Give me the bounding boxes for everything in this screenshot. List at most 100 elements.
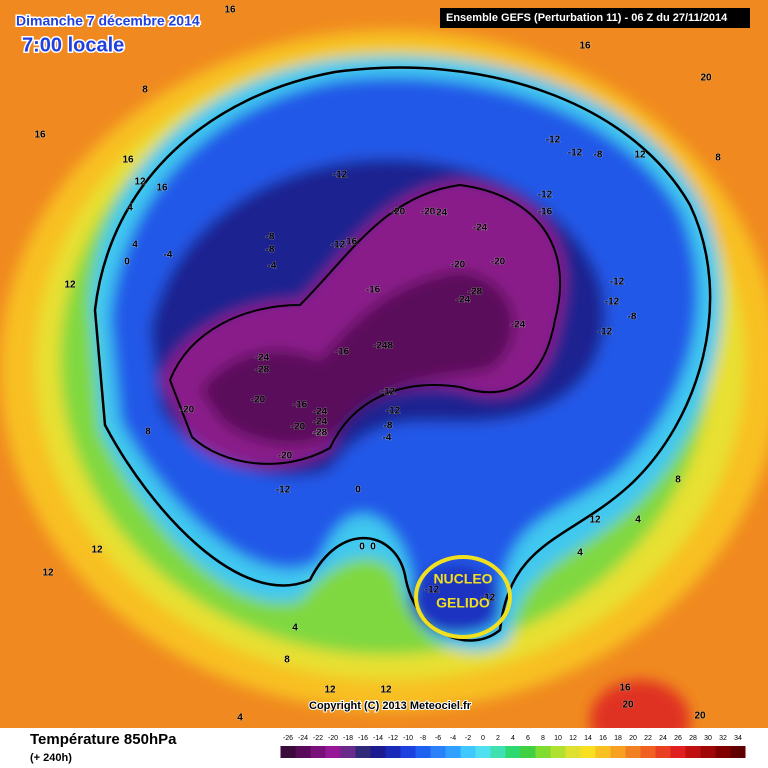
contour-label: -12 xyxy=(598,327,613,338)
contour-label: 4 xyxy=(577,548,583,559)
scale-swatch xyxy=(310,746,326,758)
scale-tick-label: 4 xyxy=(511,735,515,742)
contour-label: 12 xyxy=(380,685,392,696)
contour-label: -24 xyxy=(511,320,526,331)
scale-swatch xyxy=(625,746,641,758)
scale-swatch xyxy=(430,746,446,758)
scale-swatch xyxy=(280,746,296,758)
contour-label: 20 xyxy=(622,700,634,711)
contour-label: 0 xyxy=(359,542,365,553)
scale-tick-label: 2 xyxy=(496,735,500,742)
contour-label: 16 xyxy=(619,683,631,694)
scale-tick-label: 30 xyxy=(704,735,712,742)
scale-swatch xyxy=(490,746,506,758)
contour-label: 0 xyxy=(124,257,130,268)
contour-label: -4 xyxy=(268,261,277,272)
contour-label: -16 xyxy=(335,347,350,358)
contour-label: -24 xyxy=(473,223,488,234)
scale-swatch xyxy=(655,746,671,758)
scale-tick-label: 16 xyxy=(599,735,607,742)
scale-tick-label: 10 xyxy=(554,735,562,742)
scale-swatch xyxy=(715,746,731,758)
contour-label: 8 xyxy=(675,475,681,486)
contour-label: -12 xyxy=(331,240,346,251)
contour-label: -248 xyxy=(373,341,393,352)
contour-label: -24 xyxy=(456,295,471,306)
annotation: GELIDO xyxy=(436,595,490,611)
scale-tick-label: -26 xyxy=(283,735,293,742)
scale-tick-label: -18 xyxy=(343,735,353,742)
scale-swatch xyxy=(325,746,341,758)
scale-swatch xyxy=(355,746,371,758)
contour-label: 8 xyxy=(145,427,151,438)
scale-tick-label: -4 xyxy=(450,735,456,742)
contour-label: -24 xyxy=(433,208,448,219)
scale-swatch xyxy=(445,746,461,758)
contour-label: 20 xyxy=(700,73,712,84)
contour-label: -20 xyxy=(391,207,406,218)
contour-label: 8 xyxy=(284,655,290,666)
contour-label: 12 xyxy=(324,685,336,696)
contour-label: 16 xyxy=(156,183,168,194)
contour-label: -12 xyxy=(610,277,625,288)
scale-swatch xyxy=(595,746,611,758)
contour-label: -20 xyxy=(251,395,266,406)
contour-label: 16 xyxy=(122,155,134,166)
contour-label: -4 xyxy=(383,433,392,444)
scale-swatch xyxy=(565,746,581,758)
contour-label: -12 xyxy=(386,406,401,417)
contour-label: -12 xyxy=(568,148,583,159)
contour-label: -28 xyxy=(313,428,328,439)
model-box xyxy=(440,8,750,28)
scale-swatch xyxy=(580,746,596,758)
contour-label: 12 xyxy=(64,280,76,291)
scale-swatch xyxy=(295,746,311,758)
contour-label: -24 xyxy=(313,417,328,428)
contour-label: -8 xyxy=(384,421,393,432)
contour-label: -12 xyxy=(546,135,561,146)
contour-label: -20 xyxy=(180,405,195,416)
contour-label: -8 xyxy=(266,245,275,256)
scale-swatch xyxy=(385,746,401,758)
contour-label: -8 xyxy=(594,150,603,161)
contour-label: 16 xyxy=(224,5,236,16)
scale-tick-label: -24 xyxy=(298,735,308,742)
contour-label: 16 xyxy=(34,130,46,141)
scale-tick-label: 18 xyxy=(614,735,622,742)
contour-label: 4 xyxy=(292,623,298,634)
copyright: Copyright (C) 2013 Meteociel.fr xyxy=(309,700,472,712)
scale-tick-label: 0 xyxy=(481,735,485,742)
scale-tick-label: 20 xyxy=(629,735,637,742)
contour-label: 16 xyxy=(579,41,591,52)
scale-tick-label: 14 xyxy=(584,735,592,742)
scale-tick-label: -8 xyxy=(420,735,426,742)
annotation: NUCLEO xyxy=(433,571,492,587)
scale-tick-label: -14 xyxy=(373,735,383,742)
scale-swatch xyxy=(340,746,356,758)
scale-tick-label: 6 xyxy=(526,735,530,742)
scale-swatch xyxy=(520,746,536,758)
scale-tick-label: -12 xyxy=(388,735,398,742)
contour-label: 4 xyxy=(237,713,243,724)
contour-label: -12 xyxy=(425,585,440,596)
date: Dimanche 7 décembre 2014 xyxy=(16,13,200,29)
scale-swatch xyxy=(370,746,386,758)
contour-label: -12 xyxy=(381,387,396,398)
contour-label: -12 xyxy=(276,485,291,496)
scale-swatch xyxy=(535,746,551,758)
scale-swatch xyxy=(700,746,716,758)
contour-label: -12 xyxy=(481,593,496,604)
scale-tick-label: -6 xyxy=(435,735,441,742)
footer-range: (+ 240h) xyxy=(30,752,72,764)
scale-swatch xyxy=(415,746,431,758)
contour-label: -20 xyxy=(291,422,306,433)
contour-label: 8 xyxy=(715,153,721,164)
contour-label: 12 xyxy=(634,150,646,161)
scale-swatch xyxy=(400,746,416,758)
contour-label: 12 xyxy=(589,515,601,526)
contour-label: -28 xyxy=(313,428,328,439)
scale-swatch xyxy=(550,746,566,758)
contour-label: -16 xyxy=(366,285,381,296)
